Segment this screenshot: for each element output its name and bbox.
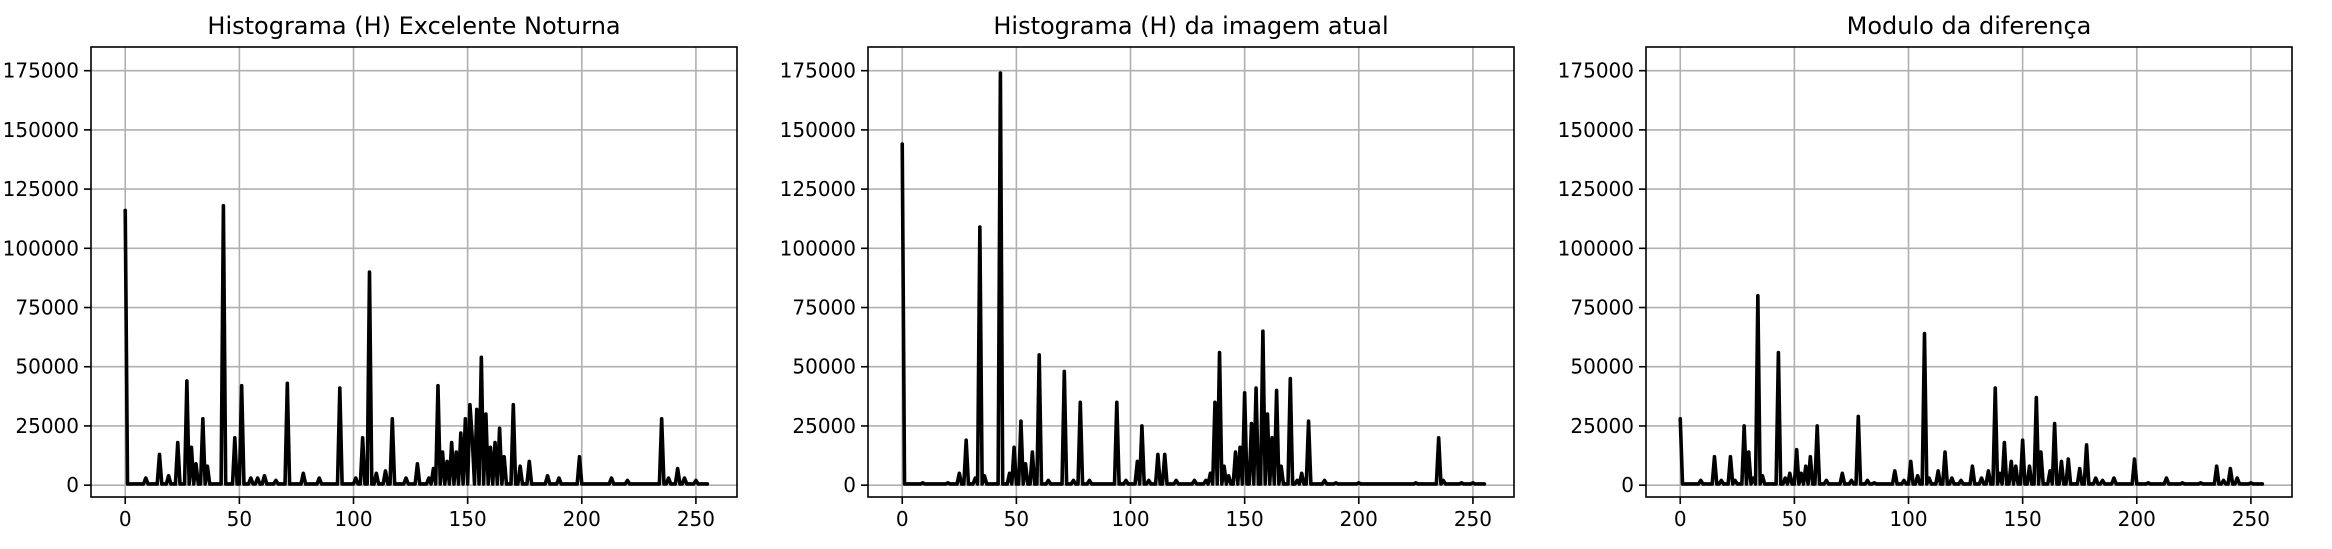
- y-tick-label: 0: [1621, 473, 1634, 497]
- chart-panel-1: 0 50 100 150 200 250 0 25000 50000 75000 100000 125…: [3, 12, 738, 531]
- y-tick-label: 25000: [15, 414, 79, 438]
- y-tick-label: 75000: [1570, 296, 1634, 320]
- x-tick-label: 100: [334, 507, 372, 531]
- y-tick-label: 75000: [15, 296, 79, 320]
- y-tick-label: 100000: [780, 236, 856, 260]
- x-tick-label: 200: [2118, 507, 2156, 531]
- series-line: [123, 203, 710, 486]
- y-tick-label: 0: [843, 473, 856, 497]
- y-tick-label: 150000: [1558, 118, 1634, 142]
- x-tick-label: 250: [1454, 507, 1492, 531]
- x-tick-label: 0: [1674, 507, 1687, 531]
- x-tick-label: 0: [119, 507, 132, 531]
- axes-frame: [1645, 46, 2293, 498]
- x-tick-label: 100: [1889, 507, 1927, 531]
- y-tick-label: 25000: [1570, 414, 1634, 438]
- y-tick-label: 125000: [3, 177, 79, 201]
- series-line: [1678, 293, 2265, 486]
- x-tick-label: 50: [227, 507, 252, 531]
- chart-title: Modulo da diferença: [1847, 12, 2092, 40]
- y-tick-label: 50000: [792, 355, 856, 379]
- y-tick-label: 125000: [1558, 177, 1634, 201]
- x-tick-label: 50: [1782, 507, 1807, 531]
- x-tick-label: 0: [896, 507, 909, 531]
- y-tick-label: 75000: [792, 296, 856, 320]
- y-tick-label: 100000: [1558, 236, 1634, 260]
- x-tick-label: 50: [1004, 507, 1029, 531]
- chart-panel-3: 0 50 100 150 200 250 0 25000 50000 75000 100000 125…: [1558, 12, 2293, 531]
- y-tick-label: 175000: [1558, 59, 1634, 83]
- axes-frame: [867, 46, 1515, 498]
- series-line: [900, 71, 1487, 486]
- x-tick-label: 150: [1226, 507, 1264, 531]
- y-tick-label: 175000: [3, 59, 79, 83]
- x-tick-label: 250: [2232, 507, 2270, 531]
- y-tick-label: 150000: [780, 118, 856, 142]
- y-tick-label: 150000: [3, 118, 79, 142]
- y-tick-label: 175000: [780, 59, 856, 83]
- x-tick-label: 200: [1340, 507, 1378, 531]
- x-tick-label: 150: [2004, 507, 2042, 531]
- x-tick-label: 250: [677, 507, 715, 531]
- chart-title: Histograma (H) da imagem atual: [993, 12, 1388, 40]
- y-tick-label: 50000: [15, 355, 79, 379]
- chart-title: Histograma (H) Excelente Noturna: [207, 12, 620, 40]
- axes-frame: [90, 46, 738, 498]
- chart-panel-2: 0 50 100 150 200 250 0 25000 50000 75000 100000 125…: [780, 12, 1515, 531]
- x-tick-label: 200: [563, 507, 601, 531]
- y-tick-label: 50000: [1570, 355, 1634, 379]
- y-tick-label: 100000: [3, 236, 79, 260]
- y-tick-label: 0: [66, 473, 79, 497]
- y-tick-label: 25000: [792, 414, 856, 438]
- x-tick-label: 100: [1111, 507, 1149, 531]
- y-tick-label: 125000: [780, 177, 856, 201]
- x-tick-label: 150: [449, 507, 487, 531]
